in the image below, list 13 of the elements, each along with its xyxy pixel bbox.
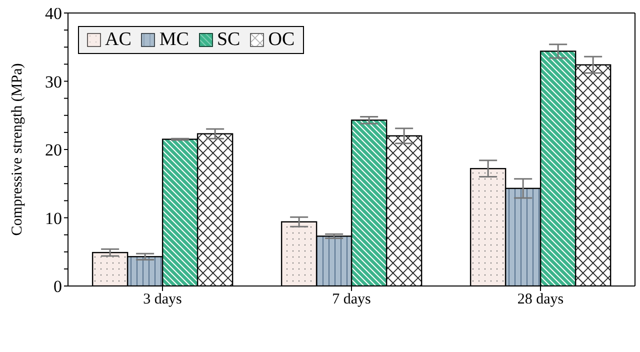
x-tick-label: 3 days — [143, 292, 182, 308]
legend-label: SC — [216, 29, 240, 51]
y-tick-label: 30 — [45, 72, 62, 92]
x-tick-label: 7 days — [332, 292, 372, 308]
y-tick-label: 0 — [54, 277, 62, 296]
x-tick-label: 28 days — [517, 292, 564, 308]
y-axis-title: Compressive strength (MPa) — [9, 63, 26, 236]
legend-label: AC — [105, 29, 132, 51]
y-tick-label: 10 — [45, 208, 62, 228]
legend-label: MC — [159, 29, 189, 51]
y-tick-label: 20 — [45, 140, 62, 160]
legend-label: OC — [268, 29, 295, 51]
y-tick-label: 40 — [45, 4, 62, 24]
